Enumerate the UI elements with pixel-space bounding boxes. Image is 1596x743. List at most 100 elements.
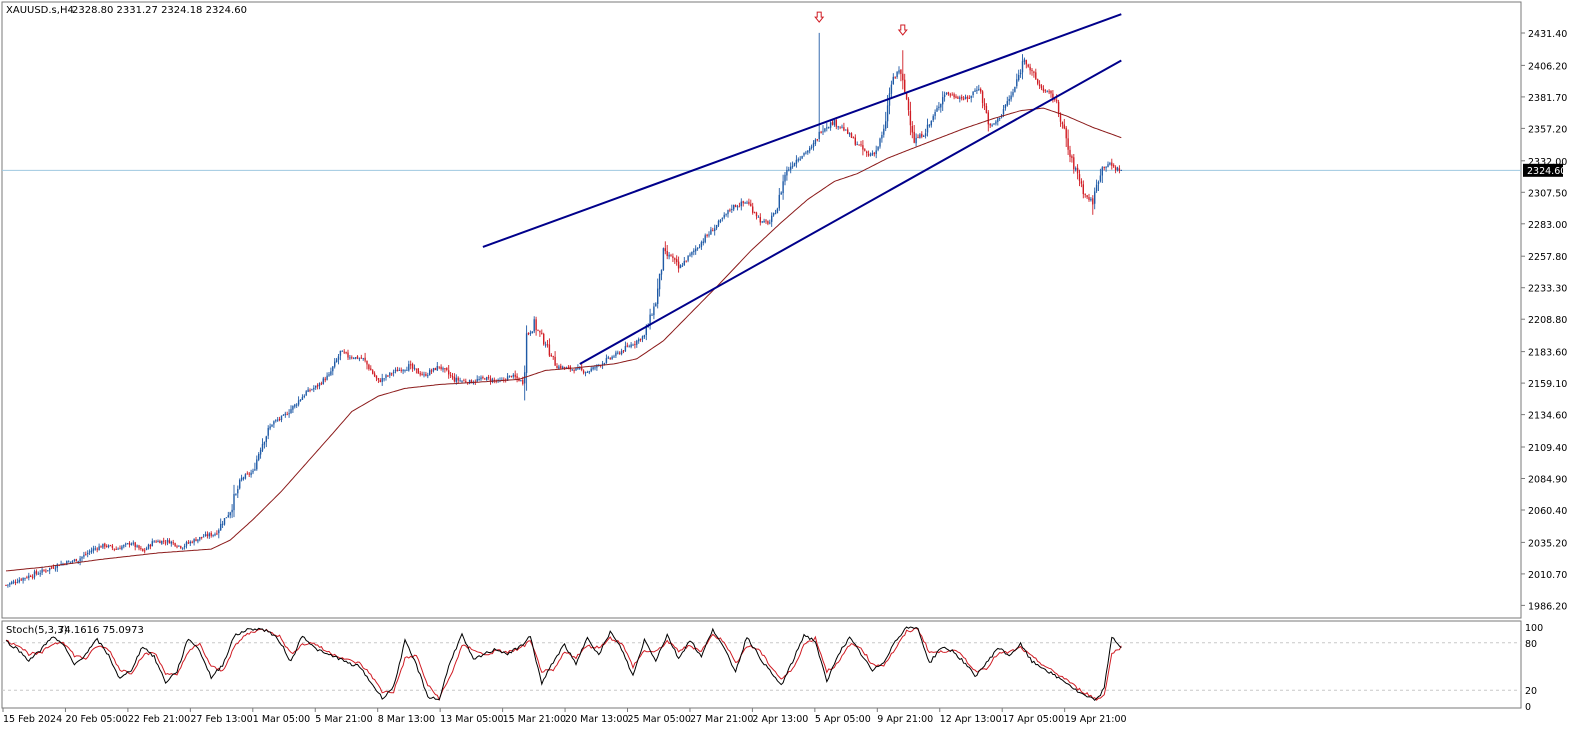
candle-body xyxy=(324,378,326,381)
candle-body xyxy=(932,116,934,121)
candle-body xyxy=(482,377,484,379)
candle-body xyxy=(565,367,568,369)
candle-body xyxy=(810,146,813,148)
candle-body xyxy=(446,368,448,370)
candle-body xyxy=(624,345,627,352)
candle-body xyxy=(400,369,402,371)
candle-body xyxy=(1025,60,1027,65)
candle-body xyxy=(1044,90,1046,92)
candle-body xyxy=(436,365,438,371)
candle-body xyxy=(609,357,611,359)
candle-body xyxy=(867,153,870,156)
candle-body xyxy=(225,517,228,519)
candle-body xyxy=(183,545,186,548)
candle-body xyxy=(676,259,678,263)
candle-body xyxy=(1111,162,1113,166)
candle-body xyxy=(567,367,570,369)
candle-body xyxy=(771,215,773,222)
candle-body xyxy=(159,541,161,544)
candle-body xyxy=(856,144,858,146)
time-axis-label: 5 Mar 21:00 xyxy=(315,714,372,725)
price-axis-label: 2060.40 xyxy=(1528,506,1567,517)
candle-body xyxy=(898,70,900,73)
candle-body xyxy=(826,127,828,129)
candle-body xyxy=(212,534,214,536)
candle-body xyxy=(829,122,832,128)
candle-body xyxy=(820,131,822,133)
candle-body xyxy=(216,533,218,535)
candle-body xyxy=(478,379,480,381)
candle-body xyxy=(883,128,885,135)
candle-body xyxy=(370,368,372,371)
candle-body xyxy=(176,546,178,548)
candle-body xyxy=(1086,195,1088,198)
candle-body xyxy=(432,368,435,371)
price-axis-label: 2010.70 xyxy=(1528,570,1567,581)
candle-body xyxy=(704,235,706,243)
candle-body xyxy=(586,371,589,373)
candle-body xyxy=(43,570,45,572)
candle-body xyxy=(1061,122,1064,125)
candle-body xyxy=(850,133,853,138)
candle-body xyxy=(740,201,742,207)
candle-body xyxy=(421,373,423,375)
candle-body xyxy=(343,351,345,353)
candle-body xyxy=(476,379,478,382)
candle-body xyxy=(1050,90,1052,94)
candle-body xyxy=(575,368,577,371)
candle-body xyxy=(117,548,119,550)
candle-body xyxy=(913,131,915,143)
candle-body xyxy=(354,357,357,359)
candle-body xyxy=(738,206,741,208)
current-price-tag-label: 2324.60 xyxy=(1527,166,1566,177)
candle-body xyxy=(959,97,961,99)
candle-body xyxy=(223,518,226,525)
candle-body xyxy=(368,364,370,370)
candle-body xyxy=(375,375,378,379)
candle-body xyxy=(938,106,940,108)
candle-body xyxy=(917,137,919,139)
candle-body xyxy=(719,219,722,222)
time-axis-label: 20 Feb 05:00 xyxy=(65,714,127,725)
candle-body xyxy=(940,103,942,108)
candle-body xyxy=(30,576,32,578)
stoch-name-label: Stoch(5,3,3) xyxy=(6,625,68,636)
candle-body xyxy=(486,377,488,381)
candle-body xyxy=(104,543,106,547)
candle-body xyxy=(1097,181,1100,185)
candle-body xyxy=(330,371,332,375)
candle-body xyxy=(461,380,463,382)
candle-body xyxy=(1107,164,1109,168)
candle-body xyxy=(706,234,708,236)
candle-body xyxy=(56,564,58,568)
candle-body xyxy=(744,202,746,204)
candle-body xyxy=(75,559,77,562)
candle-body xyxy=(187,542,190,544)
candle-body xyxy=(49,567,51,571)
candle-body xyxy=(852,137,855,139)
candle-body xyxy=(1113,165,1115,167)
candle-body xyxy=(1014,86,1016,92)
price-axis-label: 2183.60 xyxy=(1528,348,1567,359)
candle-body xyxy=(1090,198,1092,201)
candle-body xyxy=(37,573,39,575)
candle-body xyxy=(636,340,638,345)
candle-body xyxy=(115,548,117,550)
stoch-pane-frame xyxy=(1,620,1522,709)
candle-body xyxy=(94,548,96,550)
candle-body xyxy=(981,91,984,103)
candle-body xyxy=(408,364,410,371)
stoch-signal-line xyxy=(5,627,1122,701)
candle-body xyxy=(605,358,608,363)
candle-body xyxy=(915,137,917,144)
candle-body xyxy=(907,98,910,111)
candle-body xyxy=(529,332,532,334)
price-axis-label: 2134.60 xyxy=(1528,411,1567,422)
candle-body xyxy=(275,420,277,422)
candle-body xyxy=(976,89,978,91)
candle-body xyxy=(1037,79,1039,84)
candle-body xyxy=(360,357,362,359)
candle-body xyxy=(153,541,155,543)
candle-body xyxy=(12,581,15,583)
candle-body xyxy=(284,413,286,416)
